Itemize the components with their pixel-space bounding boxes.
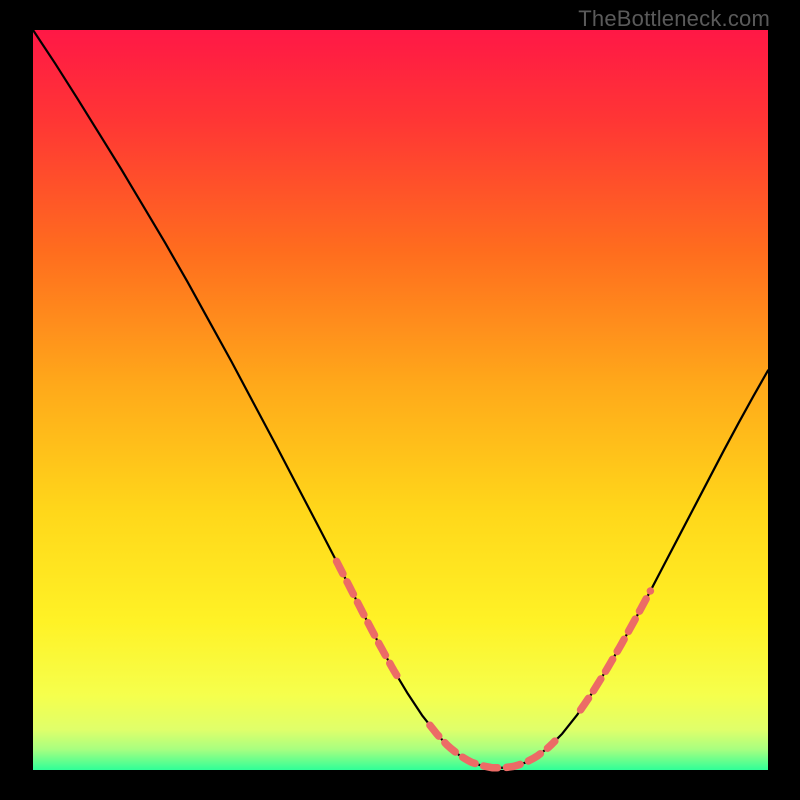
dashed-segment bbox=[430, 725, 555, 768]
plot-area bbox=[33, 30, 768, 770]
dashed-segment bbox=[581, 591, 651, 710]
main-curve bbox=[33, 30, 768, 768]
dashed-overlay-group bbox=[337, 561, 651, 767]
curve-layer bbox=[33, 30, 768, 770]
chart-container: TheBottleneck.com bbox=[0, 0, 800, 800]
watermark-text: TheBottleneck.com bbox=[578, 6, 770, 32]
